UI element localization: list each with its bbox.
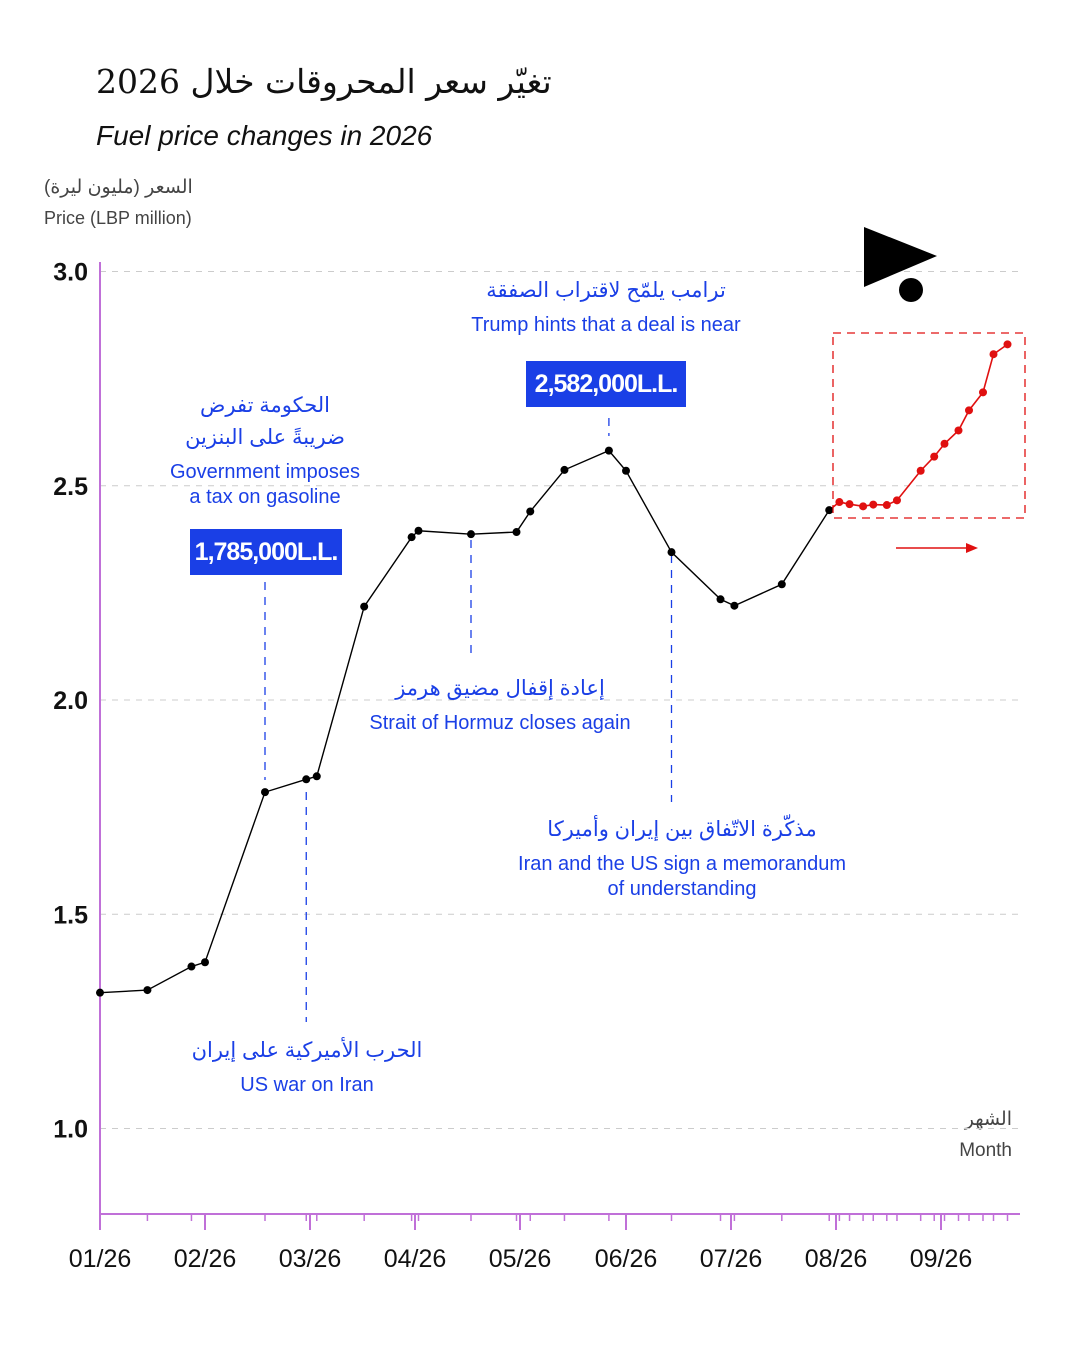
price-label-trump: 2,582,000L.L. [526, 361, 686, 407]
x-axis-label-arabic: الشهر [964, 1109, 1012, 1130]
y-tick-label: 3.0 [53, 259, 88, 287]
forecast-point [989, 350, 998, 359]
forecast-point [845, 500, 854, 509]
price-point [730, 601, 739, 610]
forecast-point [1003, 340, 1012, 349]
price-point [467, 530, 475, 539]
y-tick-label: 2.5 [53, 473, 88, 501]
forecast-point [892, 496, 901, 505]
price-point [560, 465, 569, 474]
price-point [302, 775, 311, 784]
annotation-tax-arabic: الحكومة تفرض ضريبةً على البنزين [185, 394, 345, 449]
price-point [622, 466, 630, 475]
price-point [261, 788, 269, 797]
price-point [312, 772, 321, 781]
forecast-point [930, 452, 939, 461]
x-tick-label: 07/26 [700, 1245, 763, 1273]
annotation-trump: ترامب يلمّح لاقتراب الصفقة Trump hints t… [471, 278, 740, 338]
annotation-hormuz: إعادة إقفال مضيق هرمز Strait of Hormuz c… [369, 676, 630, 736]
annotation-us-war-arabic: الحرب الأميركية على إيران [191, 1039, 423, 1062]
price-point [96, 988, 104, 997]
x-tick-label: 09/26 [910, 1245, 973, 1273]
price-point [360, 602, 369, 611]
x-tick-label: 05/26 [489, 1245, 552, 1273]
price-point [187, 962, 196, 971]
y-axis-label: Price (LBP million) [44, 208, 192, 228]
forecast-point [979, 388, 987, 397]
price-point [716, 595, 725, 604]
trend-arrow-icon [966, 543, 978, 553]
annotation-memorandum-english: Iran and the US sign a memorandum of und… [518, 853, 846, 900]
x-axis-label: Month [959, 1140, 1012, 1161]
price-point [825, 506, 834, 515]
forecast-point [859, 502, 868, 511]
annotation-memorandum: مذكّرة الاتّفاق بين إيران وأميركا Iran a… [518, 817, 846, 902]
price-point [667, 548, 676, 557]
forecast-point [835, 498, 844, 507]
highlight-box [832, 332, 1026, 519]
annotation-memorandum-arabic: مذكّرة الاتّفاق بين إيران وأميركا [547, 818, 817, 841]
annotation-trump-english: Trump hints that a deal is near [471, 314, 741, 336]
forecast-point [954, 426, 963, 435]
forecast-point [916, 466, 925, 475]
price-point [414, 526, 423, 535]
y-tick-label: 1.0 [53, 1116, 88, 1144]
y-axis-label-arabic: السعر (مليون ليرة) [44, 177, 193, 198]
forecast-point [882, 501, 891, 510]
x-tick-label: 03/26 [279, 1245, 342, 1273]
forecast-point [965, 406, 973, 415]
price-point [201, 958, 209, 967]
annotation-hormuz-english: Strait of Hormuz closes again [369, 712, 631, 734]
price-point [777, 580, 786, 589]
publisher-logo-icon [864, 227, 937, 302]
y-tick-label: 1.5 [53, 901, 88, 929]
x-tick-label: 01/26 [69, 1245, 132, 1273]
annotation-hormuz-arabic: إعادة إقفال مضيق هرمز [395, 677, 605, 700]
price-point [526, 507, 535, 516]
annotation-us-war: الحرب الأميركية على إيران US war on Iran [192, 1038, 423, 1098]
price-label-tax: 1,785,000L.L. [190, 529, 342, 575]
price-point [407, 533, 416, 542]
annotation-tax-english: Government imposes a tax on gasoline [169, 461, 361, 508]
y-tick-label: 2.0 [53, 687, 88, 715]
forecast-point [869, 500, 878, 509]
x-tick-label: 08/26 [805, 1245, 868, 1273]
chart-title-arabic: تغيّر سعر المحروقات خلال 2026 [96, 62, 552, 101]
annotation-trump-arabic: ترامب يلمّح لاقتراب الصفقة [486, 279, 726, 302]
price-point [143, 986, 152, 995]
annotation-us-war-english: US war on Iran [240, 1074, 374, 1096]
price-point [512, 528, 521, 537]
x-tick-label: 06/26 [595, 1245, 658, 1273]
price-point [604, 446, 613, 455]
annotation-tax: الحكومة تفرض ضريبةً على البنزين Governme… [170, 390, 360, 510]
x-tick-label: 04/26 [384, 1245, 447, 1273]
chart-title: Fuel price changes in 2026 [96, 120, 433, 151]
x-tick-label: 02/26 [174, 1245, 237, 1273]
forecast-point [940, 439, 949, 448]
